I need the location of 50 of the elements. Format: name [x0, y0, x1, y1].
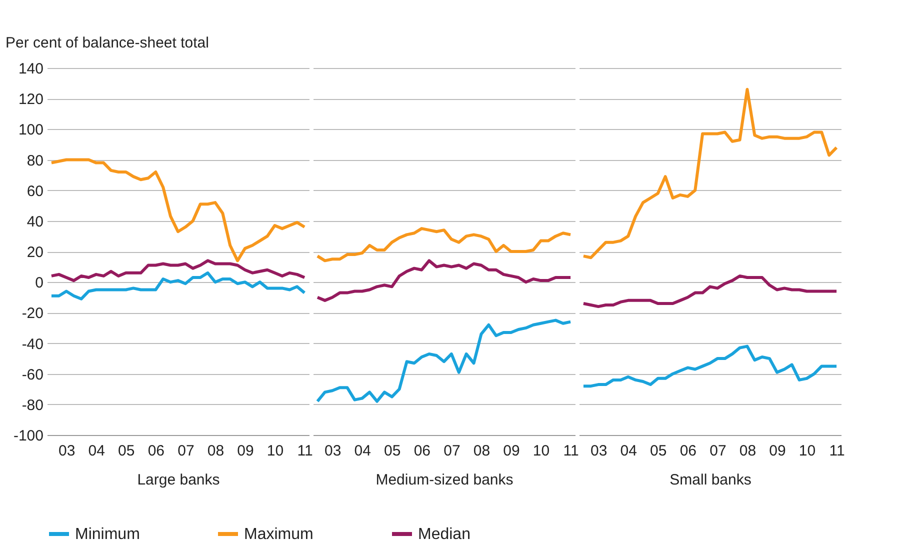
x-tick-label: 10 — [266, 442, 284, 460]
y-tick-label: 40 — [26, 213, 44, 230]
x-tick-label: 06 — [680, 442, 697, 460]
x-tick-label: 05 — [384, 442, 401, 460]
x-tick-label: 08 — [473, 442, 490, 460]
x-axis-title: Small banks — [670, 472, 752, 488]
x-tick-label: 08 — [739, 442, 756, 460]
x-tick-label: 04 — [354, 442, 371, 460]
y-tick-label: 20 — [26, 244, 44, 261]
x-tick-label: 05 — [118, 442, 135, 460]
y-tick-label: -40 — [22, 336, 44, 353]
x-tick-label: 03 — [324, 442, 342, 460]
x-tick-label: 09 — [503, 442, 520, 460]
x-tick-label: 04 — [620, 442, 637, 460]
x-tick-label: 09 — [769, 442, 786, 460]
y-tick-label: -100 — [13, 428, 44, 444]
line-series — [50, 158, 306, 262]
x-tick-label: 05 — [650, 442, 667, 460]
y-tick-label: 140 — [18, 60, 44, 78]
x-axis-title: Medium-sized banks — [376, 472, 514, 488]
x-tick-label: 08 — [207, 442, 224, 460]
y-tick-label: 120 — [18, 91, 44, 108]
y-tick-label: 0 — [35, 274, 44, 292]
y-tick-label: -20 — [22, 305, 44, 322]
y-tick-label: 60 — [26, 182, 44, 200]
y-tick-label: -60 — [22, 366, 44, 384]
x-tick-label: 06 — [414, 442, 431, 460]
x-tick-label: 07 — [178, 442, 194, 460]
legend-label: Maximum — [244, 526, 314, 543]
x-tick-label: 11 — [297, 442, 313, 460]
x-tick-label: 10 — [532, 442, 550, 460]
y-tick-label: 80 — [26, 152, 44, 170]
x-tick-label: 03 — [590, 442, 608, 460]
x-axis-title: Large banks — [137, 472, 220, 488]
line-series — [50, 259, 306, 282]
x-tick-label: 10 — [798, 442, 816, 460]
x-tick-label: 03 — [58, 442, 76, 460]
legend-label: Median — [418, 526, 470, 543]
x-tick-label: 06 — [148, 442, 165, 460]
legend-label: Minimum — [75, 526, 140, 543]
x-tick-label: 11 — [829, 442, 845, 460]
line-series — [50, 271, 306, 300]
x-tick-label: 09 — [237, 442, 254, 460]
x-tick-label: 11 — [563, 442, 579, 460]
x-tick-label: 04 — [88, 442, 105, 460]
x-tick-label: 07 — [444, 442, 460, 460]
x-tick-label: 07 — [710, 442, 726, 460]
y-axis-title: Per cent of balance-sheet total — [6, 34, 209, 52]
y-tick-label: -80 — [22, 396, 44, 414]
y-tick-label: 100 — [18, 122, 44, 139]
